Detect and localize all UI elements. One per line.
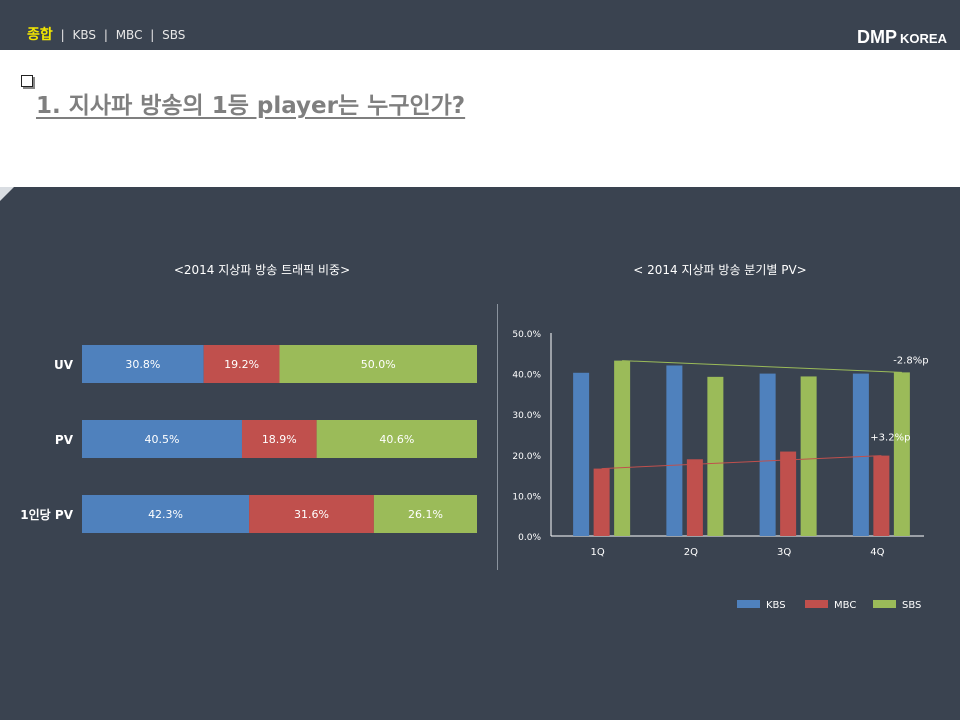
nav-item-kbs[interactable]: KBS bbox=[72, 28, 96, 42]
y-tick-label: 50.0% bbox=[512, 330, 541, 340]
trendline-label-mbc: +3.2%p bbox=[870, 433, 910, 444]
legend-swatch-mbc bbox=[805, 600, 828, 608]
bar-segment-sbs-pv bbox=[316, 420, 477, 458]
legend-label-kbs: KBS bbox=[766, 600, 786, 611]
y-tick-label: 30.0% bbox=[512, 411, 541, 421]
bar-mbc-3q bbox=[780, 451, 797, 536]
bar-sbs-1q bbox=[614, 360, 631, 536]
page-title: 1. 지사파 방송의 1등 player는 누구인가? bbox=[36, 93, 466, 119]
traffic-share-chart-title: <2014 지상파 방송 트래픽 비중> bbox=[173, 263, 351, 277]
legend-swatch-kbs bbox=[737, 600, 760, 608]
x-tick-label-4q: 4Q bbox=[870, 547, 884, 558]
nav-separator: | bbox=[103, 28, 108, 42]
bar-segment-mbc-1인당-pv bbox=[249, 495, 374, 533]
bar-sbs-4q bbox=[893, 372, 910, 536]
bar-kbs-2q bbox=[666, 365, 683, 536]
legend-label-mbc: MBC bbox=[834, 600, 856, 611]
bar-segment-kbs-pv bbox=[82, 420, 242, 458]
nav-breadcrumb: 종합 | KBS | MBC | SBS bbox=[27, 24, 185, 44]
data-label-mbc-uv: 19.2% bbox=[224, 358, 259, 371]
brand-logo: DMP KOREA bbox=[857, 27, 947, 48]
nav-item-overall[interactable]: 종합 bbox=[27, 27, 53, 43]
quarterly-pv-chart: 0.0% 10.0% 20.0% 30.0% 40.0% 50.0% 1Q 2Q 3Q 4Q -2.… bbox=[512, 330, 928, 611]
nav-separator: | bbox=[150, 28, 155, 42]
quarterly-pv-chart-title: < 2014 지상파 방송 분기별 PV> bbox=[633, 263, 807, 277]
x-tick-label-3q: 3Q bbox=[777, 547, 791, 558]
bar-sbs-2q bbox=[707, 376, 724, 536]
y-tick-label: 20.0% bbox=[512, 452, 541, 462]
top-bar: 종합 | KBS | MBC | SBS DMP KOREA bbox=[0, 0, 960, 50]
y-tick-label: 10.0% bbox=[512, 492, 541, 502]
data-label-mbc-1인당-pv: 31.6% bbox=[294, 508, 329, 521]
brand-sub: KOREA bbox=[900, 31, 947, 46]
bar-mbc-4q bbox=[873, 455, 890, 536]
data-label-mbc-pv: 18.9% bbox=[262, 433, 297, 446]
bar-segment-mbc-uv bbox=[203, 345, 280, 383]
data-label-sbs-pv: 40.6% bbox=[379, 433, 414, 446]
bar-kbs-4q bbox=[852, 373, 869, 536]
category-label-uv: UV bbox=[54, 358, 74, 372]
trendline-sbs bbox=[622, 360, 902, 373]
bar-sbs-3q bbox=[800, 376, 817, 536]
chart-divider bbox=[497, 304, 498, 570]
x-tick-label-2q: 2Q bbox=[684, 547, 698, 558]
traffic-share-chart: UV 30.8% 19.2% 50.0% PV 40.5% 18.9% 40.6% 1인당 PV… bbox=[20, 345, 477, 533]
x-tick-label-1q: 1Q bbox=[591, 547, 605, 558]
bar-mbc-1q bbox=[593, 468, 610, 536]
category-label-1인당-pv: 1인당 PV bbox=[20, 507, 73, 522]
brand-main: DMP bbox=[857, 27, 898, 47]
y-tick-label: 40.0% bbox=[512, 371, 541, 381]
data-label-kbs-pv: 40.5% bbox=[145, 433, 180, 446]
checkbox-icon bbox=[21, 75, 33, 87]
data-label-sbs-1인당-pv: 26.1% bbox=[408, 508, 443, 521]
legend-label-sbs: SBS bbox=[902, 600, 921, 611]
data-label-sbs-uv: 50.0% bbox=[361, 358, 396, 371]
nav-item-mbc[interactable]: MBC bbox=[115, 28, 143, 42]
bar-segment-kbs-1인당-pv bbox=[82, 495, 250, 533]
legend-swatch-sbs bbox=[873, 600, 896, 608]
page-fold-corner bbox=[0, 187, 14, 201]
title-panel: 1. 지사파 방송의 1등 player는 누구인가? bbox=[0, 50, 960, 187]
bar-mbc-2q bbox=[686, 459, 703, 536]
bar-kbs-3q bbox=[759, 373, 776, 536]
nav-item-sbs[interactable]: SBS bbox=[162, 28, 186, 42]
bar-segment-sbs-uv bbox=[279, 345, 477, 383]
data-label-kbs-1인당-pv: 42.3% bbox=[148, 508, 183, 521]
y-tick-label: 0.0% bbox=[518, 533, 541, 543]
bar-segment-kbs-uv bbox=[82, 345, 204, 383]
data-label-kbs-uv: 30.8% bbox=[125, 358, 160, 371]
trendline-label-sbs: -2.8%p bbox=[893, 355, 928, 366]
bar-segment-mbc-pv bbox=[241, 420, 317, 458]
trendline-mbc bbox=[601, 455, 882, 470]
category-label-pv: PV bbox=[55, 433, 74, 447]
bar-kbs-1q bbox=[573, 372, 590, 536]
nav-separator: | bbox=[60, 28, 65, 42]
bar-segment-sbs-1인당-pv bbox=[373, 495, 477, 533]
